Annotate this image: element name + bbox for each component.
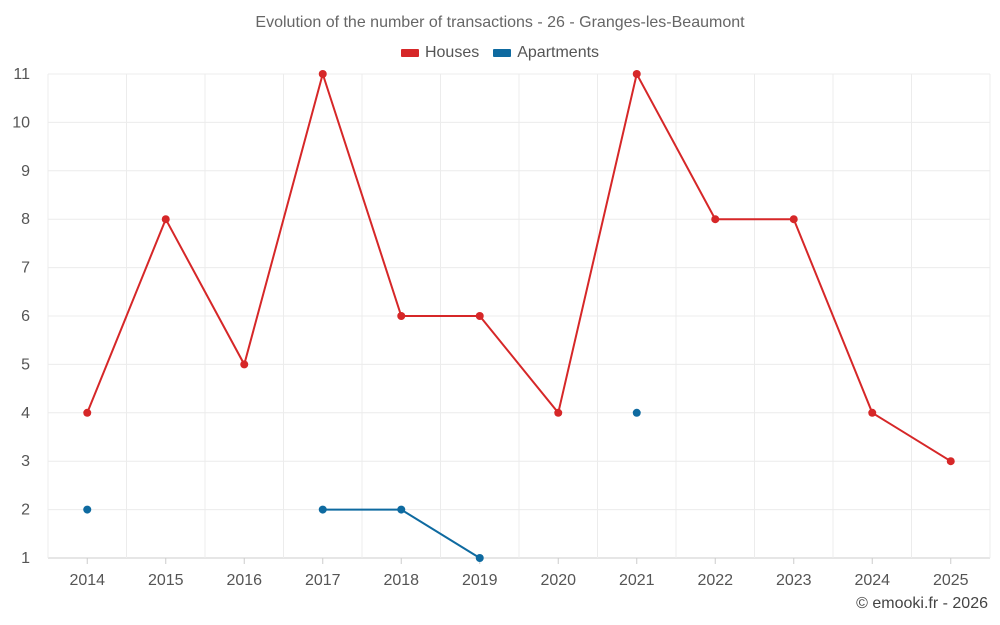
legend-swatch-houses <box>400 49 419 57</box>
series-line-apartments <box>322 508 481 559</box>
data-point-houses <box>240 360 249 369</box>
legend-item-houses[interactable]: Houses <box>400 44 480 62</box>
x-tick-label: 2016 <box>226 572 262 589</box>
data-point-houses <box>318 70 327 78</box>
y-tick-label: 8 <box>21 211 30 228</box>
data-point-houses <box>475 312 484 320</box>
data-point-apartments <box>475 554 484 562</box>
data-point-houses <box>554 408 563 417</box>
x-tick-label: 2019 <box>462 572 498 589</box>
legend-item-apartments[interactable]: Apartments <box>493 44 599 62</box>
chart-title: Evolution of the number of transactions … <box>255 14 745 31</box>
legend-label-apartments: Apartments <box>517 44 600 61</box>
y-tick-label: 3 <box>21 453 30 470</box>
x-tick-label: 2018 <box>383 572 419 589</box>
x-tick-label: 2022 <box>697 572 733 589</box>
x-tick-label: 2025 <box>933 572 969 589</box>
credit-text: © emooki.fr - 2026 <box>856 595 988 612</box>
legend-label-houses: Houses <box>424 44 480 61</box>
x-tick-label: 2024 <box>854 572 890 589</box>
x-tick-label: 2015 <box>148 572 184 589</box>
y-tick-label: 4 <box>21 405 30 422</box>
series-line-houses <box>86 70 952 463</box>
y-tick-label: 1 <box>21 550 30 567</box>
y-tick-label: 9 <box>21 163 30 180</box>
y-tick-label: 10 <box>12 114 30 131</box>
x-tick-label: 2014 <box>69 572 105 589</box>
data-point-houses <box>161 215 170 224</box>
x-tick-label: 2021 <box>619 572 655 589</box>
data-point-houses <box>711 215 720 224</box>
data-point-apartments <box>397 505 406 514</box>
x-tick-label: 2017 <box>305 572 341 589</box>
data-point-apartments <box>83 505 92 514</box>
y-tick-label: 2 <box>21 502 30 519</box>
data-point-houses <box>397 312 406 320</box>
data-point-apartments <box>632 408 641 417</box>
data-point-houses <box>83 408 92 417</box>
y-tick-label: 6 <box>21 308 30 325</box>
x-tick-label: 2023 <box>776 572 812 589</box>
data-point-houses <box>789 215 798 224</box>
data-point-houses <box>632 70 641 78</box>
y-tick-label: 7 <box>21 260 30 277</box>
data-point-houses <box>946 457 955 466</box>
chart-legend: Houses Apartments <box>0 44 1000 62</box>
x-tick-label: 2020 <box>540 572 576 589</box>
legend-swatch-apartments <box>493 49 512 57</box>
y-tick-label: 11 <box>13 66 30 83</box>
data-point-apartments <box>318 505 327 514</box>
data-point-houses <box>868 408 877 417</box>
y-tick-label: 5 <box>21 356 30 373</box>
